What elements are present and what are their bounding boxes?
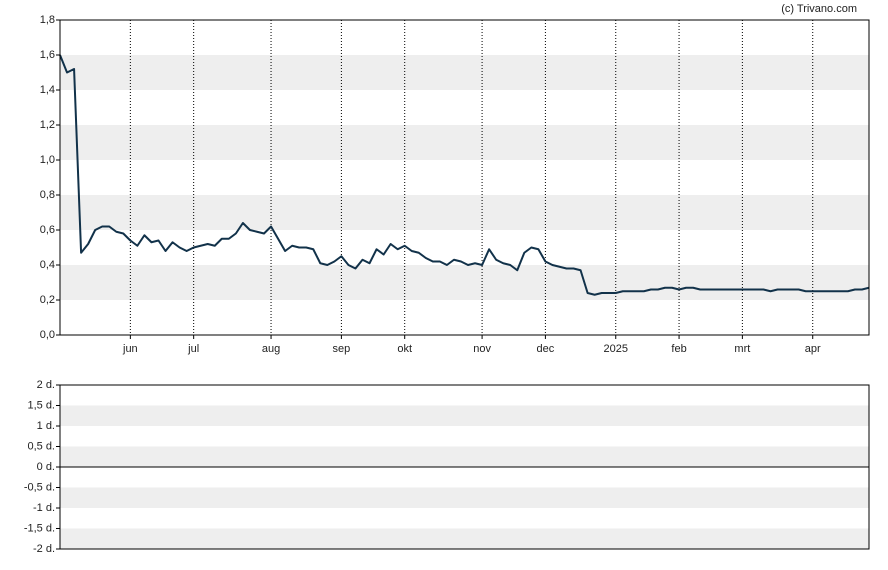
plot-frame [59, 384, 870, 550]
y-tick-label: -1,5 d. [24, 522, 55, 534]
y-tick-label: 1,5 d. [27, 399, 55, 411]
band [60, 528, 869, 549]
x-tick-label: nov [473, 343, 491, 355]
x-tick-label: aug [262, 343, 280, 355]
x-tick-label: jun [122, 343, 138, 355]
y-tick-label: 1,6 [40, 49, 55, 61]
y-tick-label: -0,5 d. [24, 481, 55, 493]
x-tick-label: mrt [734, 343, 750, 355]
band [60, 405, 869, 426]
y-tick-label: 0,2 [40, 294, 55, 306]
plot-frame [59, 19, 870, 336]
x-tick-label: apr [805, 343, 821, 355]
x-tick-label: feb [671, 343, 686, 355]
y-tick-label: 0,5 d. [27, 440, 55, 452]
y-tick-label: 1 d. [37, 420, 55, 432]
x-tick-label: dec [537, 343, 555, 355]
band [60, 55, 869, 90]
y-tick-label: 2 d. [37, 379, 55, 391]
x-tick-label: sep [333, 343, 351, 355]
band [60, 265, 869, 300]
source: (c) Trivano.com [781, 3, 857, 15]
y-tick-label: 1,2 [40, 119, 55, 131]
y-tick-label: 0,0 [40, 329, 55, 341]
y-tick-label: 0,6 [40, 224, 55, 236]
y-tick-label: -1 d. [33, 502, 55, 514]
y-tick-label: 1,4 [40, 84, 55, 96]
y-tick-label: -2 d. [33, 543, 55, 555]
band [60, 125, 869, 160]
price-line [59, 54, 870, 296]
x-tick-label: jul [187, 343, 199, 355]
y-tick-label: 1,8 [40, 14, 55, 26]
y-tick-label: 0 d. [37, 461, 55, 473]
x-tick-label: okt [397, 343, 412, 355]
x-tick-label: 2025 [604, 343, 628, 355]
y-tick-label: 1,0 [40, 154, 55, 166]
y-tick-label: 0,8 [40, 189, 55, 201]
band [60, 487, 869, 508]
band [60, 195, 869, 230]
y-tick-label: 0,4 [40, 259, 55, 271]
band [60, 446, 869, 467]
